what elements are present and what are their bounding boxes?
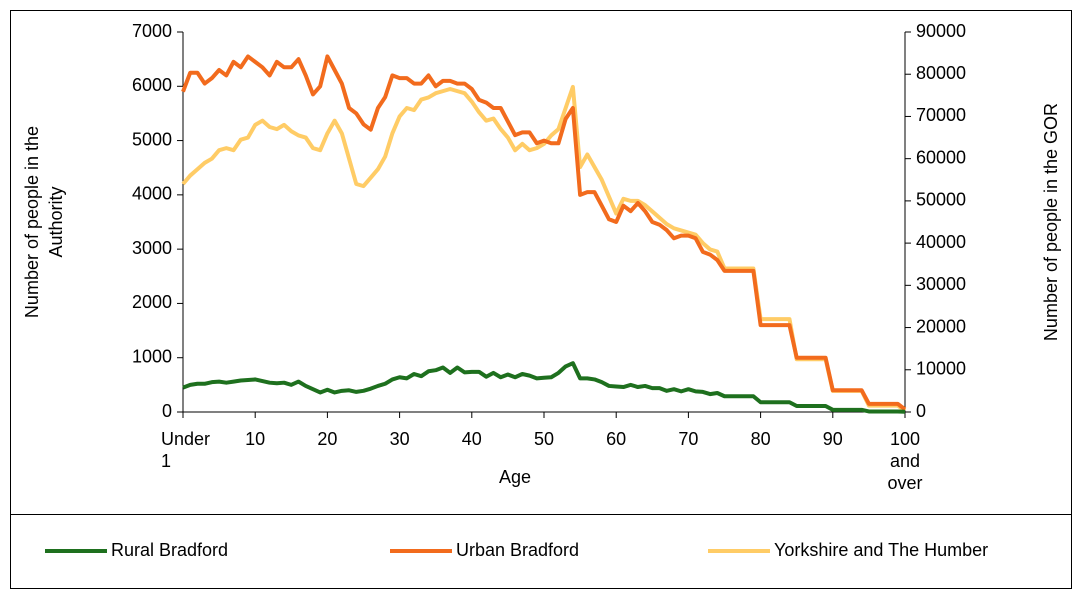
x-tick-label: 80 xyxy=(751,429,771,449)
y2-tick-label: 60000 xyxy=(916,147,966,167)
y-tick-label: 0 xyxy=(162,401,172,421)
y2-tick-label: 0 xyxy=(916,401,926,421)
y2-tick-label: 80000 xyxy=(916,63,966,83)
x-tick-label: 90 xyxy=(823,429,843,449)
y-tick-label: 5000 xyxy=(132,129,172,149)
y-tick-label: 3000 xyxy=(132,238,172,258)
x-tick-label: 20 xyxy=(317,429,337,449)
x-tick-label: 50 xyxy=(534,429,554,449)
y-axis-label: Number of people in the Authority xyxy=(22,126,66,318)
legend-label: Urban Bradford xyxy=(456,540,579,560)
y2-tick-label: 30000 xyxy=(916,274,966,294)
x-axis-label: Age xyxy=(499,467,531,487)
y-tick-label: 7000 xyxy=(132,21,172,41)
y2-tick-label: 10000 xyxy=(916,359,966,379)
legend-label: Rural Bradford xyxy=(111,540,228,560)
series-line xyxy=(181,84,907,413)
legend-label: Yorkshire and The Humber xyxy=(774,540,988,560)
y2-tick-label: 50000 xyxy=(916,190,966,210)
x-tick-label: 40 xyxy=(462,429,482,449)
chart-border xyxy=(10,10,1072,589)
x-tick-label: 100 and over xyxy=(887,429,922,493)
y2-tick-label: 70000 xyxy=(916,105,966,125)
y-tick-label: 1000 xyxy=(132,346,172,366)
y-tick-label: 4000 xyxy=(132,184,172,204)
series-line xyxy=(181,54,907,411)
series-line xyxy=(182,361,906,414)
y2-axis-label: Number of people in the GOR xyxy=(1041,103,1061,341)
y2-tick-label: 20000 xyxy=(916,316,966,336)
x-tick-label: 30 xyxy=(390,429,410,449)
y-tick-label: 2000 xyxy=(132,292,172,312)
x-tick-label: 60 xyxy=(606,429,626,449)
x-tick-label: 10 xyxy=(245,429,265,449)
y2-tick-label: 40000 xyxy=(916,232,966,252)
x-tick-label: Under 1 xyxy=(161,429,210,471)
y2-tick-label: 90000 xyxy=(916,21,966,41)
x-tick-label: 70 xyxy=(678,429,698,449)
y-tick-label: 6000 xyxy=(132,75,172,95)
